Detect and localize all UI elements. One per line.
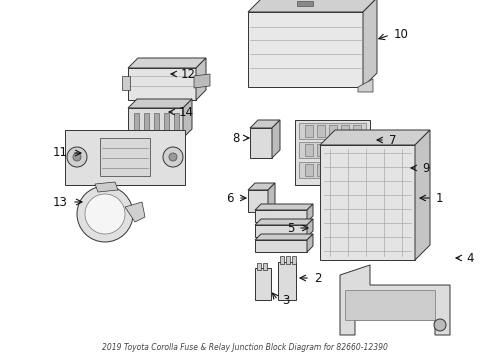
Bar xyxy=(280,256,284,264)
Polygon shape xyxy=(95,182,118,192)
Bar xyxy=(317,125,325,137)
Polygon shape xyxy=(255,225,307,237)
Polygon shape xyxy=(358,79,373,92)
Bar xyxy=(257,263,261,270)
Polygon shape xyxy=(196,58,206,100)
Bar xyxy=(305,144,313,156)
Polygon shape xyxy=(307,204,313,222)
Bar xyxy=(353,144,361,156)
Polygon shape xyxy=(278,262,296,300)
Bar xyxy=(341,144,349,156)
Bar xyxy=(144,113,149,131)
Polygon shape xyxy=(122,76,130,90)
Circle shape xyxy=(85,194,125,234)
Bar xyxy=(317,164,325,176)
Polygon shape xyxy=(194,74,210,88)
Bar xyxy=(154,113,159,131)
Text: 6: 6 xyxy=(226,192,234,204)
Polygon shape xyxy=(248,183,275,190)
Bar xyxy=(297,1,313,6)
Polygon shape xyxy=(307,234,313,252)
Circle shape xyxy=(434,319,446,331)
Bar xyxy=(305,125,313,137)
Text: 14: 14 xyxy=(179,105,194,118)
Bar xyxy=(329,125,337,137)
Text: 2019 Toyota Corolla Fuse & Relay Junction Block Diagram for 82660-12390: 2019 Toyota Corolla Fuse & Relay Junctio… xyxy=(102,343,388,352)
Bar xyxy=(341,125,349,137)
Polygon shape xyxy=(250,128,272,158)
Circle shape xyxy=(67,147,87,167)
Polygon shape xyxy=(375,150,413,158)
Text: 2: 2 xyxy=(314,271,321,284)
Polygon shape xyxy=(255,268,271,300)
Bar xyxy=(286,256,290,264)
Bar xyxy=(263,263,267,270)
Bar xyxy=(299,142,366,158)
Text: 1: 1 xyxy=(436,192,443,204)
Bar xyxy=(329,164,337,176)
Bar xyxy=(353,164,361,176)
Polygon shape xyxy=(128,68,196,100)
Polygon shape xyxy=(272,120,280,158)
Polygon shape xyxy=(183,99,192,138)
Polygon shape xyxy=(415,130,430,260)
Bar xyxy=(292,256,296,264)
Text: 7: 7 xyxy=(389,134,396,147)
Text: 3: 3 xyxy=(282,293,290,306)
Bar xyxy=(174,113,179,131)
Polygon shape xyxy=(255,204,313,210)
Polygon shape xyxy=(128,58,206,68)
Bar xyxy=(100,138,150,176)
Polygon shape xyxy=(248,190,268,212)
Polygon shape xyxy=(125,202,145,222)
Polygon shape xyxy=(255,234,313,240)
Bar xyxy=(317,144,325,156)
Circle shape xyxy=(77,186,133,242)
Polygon shape xyxy=(65,130,185,185)
Polygon shape xyxy=(340,265,450,335)
Bar xyxy=(353,125,361,137)
Bar xyxy=(299,123,366,139)
Polygon shape xyxy=(363,0,377,87)
Polygon shape xyxy=(248,0,377,12)
Bar xyxy=(134,113,139,131)
Text: 11: 11 xyxy=(53,147,68,159)
Polygon shape xyxy=(250,120,280,128)
Text: 12: 12 xyxy=(181,68,196,81)
Bar xyxy=(341,164,349,176)
Polygon shape xyxy=(255,210,307,222)
Text: 5: 5 xyxy=(287,221,294,234)
Polygon shape xyxy=(248,12,363,87)
Polygon shape xyxy=(128,108,183,138)
Polygon shape xyxy=(375,158,405,186)
Bar xyxy=(299,162,366,178)
Circle shape xyxy=(169,153,177,161)
Text: 4: 4 xyxy=(466,252,473,265)
Bar xyxy=(329,144,337,156)
Circle shape xyxy=(163,147,183,167)
Polygon shape xyxy=(128,99,192,108)
Text: 10: 10 xyxy=(394,28,409,41)
Polygon shape xyxy=(268,183,275,212)
Bar xyxy=(164,113,169,131)
Polygon shape xyxy=(295,120,370,185)
Text: 9: 9 xyxy=(422,162,430,175)
Circle shape xyxy=(73,153,81,161)
Text: 13: 13 xyxy=(53,195,68,208)
Text: 8: 8 xyxy=(233,131,240,144)
Polygon shape xyxy=(320,130,430,145)
Polygon shape xyxy=(255,240,307,252)
Polygon shape xyxy=(320,145,415,260)
Polygon shape xyxy=(255,219,313,225)
Bar xyxy=(305,164,313,176)
Polygon shape xyxy=(405,150,413,186)
Polygon shape xyxy=(307,219,313,237)
Bar xyxy=(345,290,435,320)
